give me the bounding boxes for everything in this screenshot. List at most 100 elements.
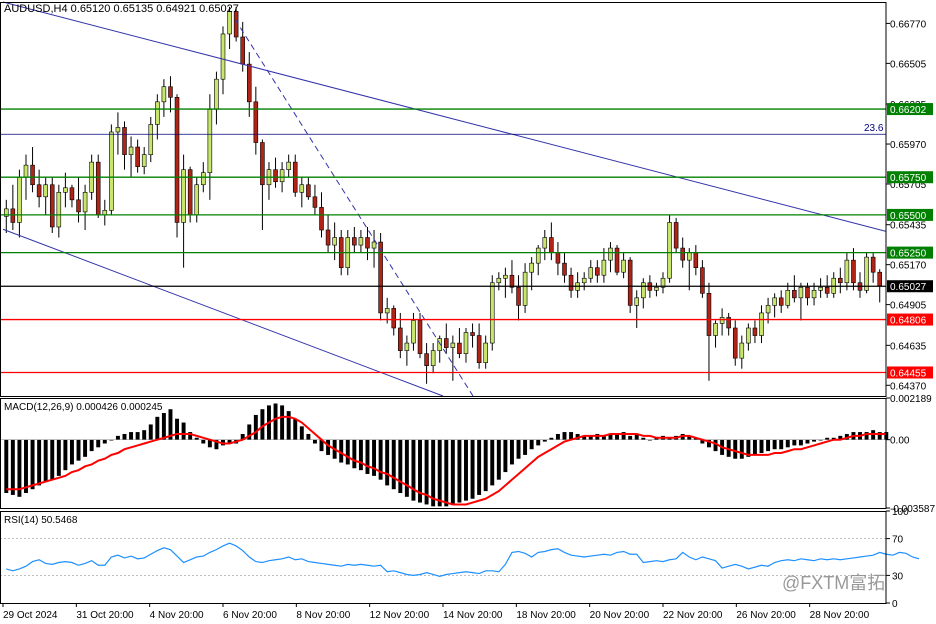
macd-histogram-bar [542, 439, 547, 442]
rsi-tick-label: 100 [892, 507, 909, 518]
candle-bull [522, 271, 528, 306]
level-price-tag [887, 366, 933, 379]
candle-bull [128, 146, 134, 155]
macd-histogram-bar [4, 439, 9, 494]
candle-bear [273, 169, 278, 183]
price-tick-label: 0.64905 [890, 301, 927, 312]
macd-histogram-bar [10, 439, 15, 495]
macd-histogram-bar [24, 439, 28, 494]
macd-histogram-bar [779, 439, 784, 450]
macd-histogram-bar [615, 433, 619, 440]
candle-bear [673, 222, 679, 249]
candle-bull [772, 297, 777, 306]
macd-histogram-bar [115, 435, 120, 440]
candle-bear [10, 208, 16, 223]
macd-histogram-bar [483, 439, 488, 492]
macd-histogram-bar [772, 439, 777, 450]
macd-histogram-bar [529, 439, 534, 450]
candle-bear [95, 161, 101, 216]
macd-histogram-bar [785, 439, 790, 448]
candle-bull [759, 312, 764, 336]
macd-histogram-bar [352, 439, 357, 469]
macd-histogram-bar [490, 439, 495, 486]
macd-histogram-bar [63, 439, 68, 471]
candle-bear [417, 320, 423, 354]
macd-histogram-bar [83, 439, 88, 457]
candle-bear [562, 262, 567, 276]
level-price-tag [887, 208, 933, 221]
macd-histogram-bar [293, 418, 298, 440]
macd-histogram-bar [372, 439, 377, 476]
candle-bull [489, 282, 495, 344]
candle-bull [864, 256, 869, 291]
rsi-tick-label: 0 [892, 599, 898, 610]
candle-bear [319, 207, 324, 231]
macd-histogram-bar [109, 439, 114, 441]
candle-bear [253, 101, 259, 143]
candle-bear [240, 36, 245, 65]
candle-bull [332, 237, 337, 246]
candle-bear [568, 274, 574, 291]
macd-histogram-bar [345, 439, 350, 465]
candle-bear [378, 241, 383, 314]
macd-histogram-bar [17, 439, 22, 497]
candle-bear [36, 184, 42, 198]
candle-bear [838, 277, 843, 284]
macd-histogram-bar [503, 439, 508, 473]
candle-bull [811, 290, 817, 299]
candle-bull [227, 11, 232, 35]
macd-histogram-bar [411, 439, 416, 501]
panel-border [0, 2, 887, 397]
macd-histogram-bar [496, 439, 501, 480]
candle-bull [529, 262, 534, 273]
macd-histogram-bar [56, 439, 61, 476]
macd-histogram-bar [647, 439, 652, 441]
macd-histogram-bar [260, 409, 265, 440]
candle-bull [279, 169, 285, 183]
candle-bear [726, 317, 731, 329]
macd-tick-label: 0.002189 [890, 394, 932, 405]
macd-label: MACD(12,26,9) 0.000426 0.000245 [4, 402, 163, 413]
macd-histogram-bar [792, 439, 797, 446]
price-tick-label: 0.66770 [890, 19, 927, 30]
macd-histogram-bar [181, 422, 186, 440]
macd-histogram-bar [312, 439, 317, 444]
price-tick-label: 0.65170 [890, 261, 927, 272]
watermark-text: @FXTM富拓 [782, 573, 885, 593]
candle-bear [352, 237, 357, 246]
candle-bear [76, 199, 81, 213]
macd-histogram-bar [96, 439, 101, 448]
macd-histogram-bar [450, 439, 455, 505]
macd-histogram-bar [319, 439, 324, 452]
candle-bear [555, 252, 561, 264]
candle-bear [476, 335, 482, 363]
candle-bull [299, 184, 305, 193]
channel-line [2, 1, 887, 232]
main-price-panel: 0.667700.665050.662350.659700.657050.654… [0, 1, 933, 397]
candle-bull [358, 237, 364, 246]
candle-bear [693, 252, 699, 268]
candle-bull [148, 124, 154, 155]
candle-bull [102, 210, 108, 216]
level-price-label: 0.65027 [890, 282, 927, 293]
candle-bull [181, 169, 186, 223]
price-tick-label: 0.65970 [890, 140, 927, 151]
macd-histogram-bar [207, 439, 212, 448]
candle-bull [634, 297, 640, 306]
macd-histogram-bar [214, 439, 219, 450]
macd-histogram-bar [713, 439, 718, 452]
macd-histogram-bar [838, 435, 843, 440]
candle-bull [201, 172, 206, 186]
macd-histogram-bar [536, 439, 541, 446]
macd-histogram-bar [766, 439, 771, 452]
candle-bull [746, 327, 751, 344]
candle-bear [30, 164, 35, 186]
macd-histogram-bar [418, 439, 422, 503]
candle-bull [719, 317, 725, 324]
macd-histogram-bar [306, 433, 311, 440]
rsi-label: RSI(14) 50.5468 [4, 515, 78, 526]
macd-histogram-bar [733, 439, 738, 459]
macd-histogram-bar [227, 439, 232, 444]
level-price-label: 0.65250 [890, 249, 927, 260]
macd-histogram-bar [404, 439, 409, 497]
